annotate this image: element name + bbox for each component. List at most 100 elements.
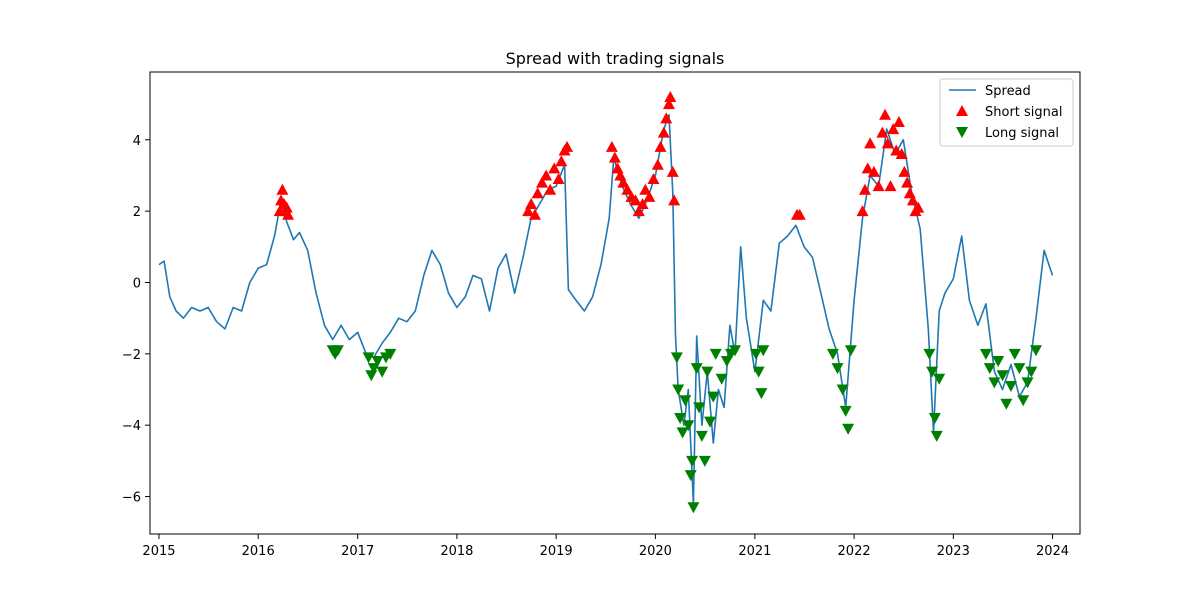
long-signal-marker [690,363,703,375]
axes-frame [149,71,1081,535]
x-tick-label: 2023 [937,544,970,559]
short-signal-marker [657,126,670,138]
short-signal-marker [884,180,897,192]
long-signal-marker [1013,363,1026,375]
long-signal-marker [672,384,685,396]
short-signal-marker [617,176,630,188]
x-tick-label: 2021 [738,544,771,559]
short-signal-marker [643,190,656,202]
long-signal-marker [715,373,728,385]
short-signal-marker [561,140,574,152]
long-signal-marker [923,348,936,360]
long-signal-marker [992,355,1005,367]
long-signal-marker [682,420,695,432]
long-signal-marker [757,345,770,357]
long-signal-marker [836,384,849,396]
short-signal-marker [522,205,535,217]
long-signal-marker [729,345,742,357]
long-signal-marker [1004,380,1017,392]
long-signal-marker [844,345,857,357]
long-signal-marker [674,413,687,425]
long-signal-marker [720,355,733,367]
short-signal-marker [536,176,549,188]
short-signal-marker [282,208,295,220]
long-signal-marker [831,363,844,375]
y-tick-label: −4 [122,419,141,434]
short-signal-marker [879,108,892,120]
short-signal-marker [901,176,914,188]
long-signal-marker [983,363,996,375]
x-tick-label: 2019 [540,544,573,559]
x-tick-label: 2018 [440,544,473,559]
long-signal-marker [709,348,722,360]
y-tick-label: 0 [133,276,141,291]
long-signal-marker [693,402,706,414]
short-signal-marker [887,123,900,135]
short-signal-marker [881,137,894,149]
short-signal-marker [898,165,911,177]
long-signal-marker [698,455,711,467]
long-signal-marker [679,395,692,407]
long-signal-marker [749,348,762,360]
short-signal-marker [912,201,925,213]
long-signal-marker [1000,398,1013,410]
short-signal-marker [608,151,621,163]
legend: Spread Short signal Long signal [939,78,1074,147]
long-signal-marker [1025,366,1038,378]
x-tick-label: 2016 [242,544,275,559]
short-signal-marker [892,115,905,127]
long-signal-marker [839,405,852,417]
short-signal-marker [555,155,568,167]
x-tick-label: 2024 [1036,544,1069,559]
x-tick-label: 2017 [341,544,374,559]
long-signal-marker [371,355,384,367]
short-signal-marker [861,162,874,174]
long-signal-marker [933,373,946,385]
short-signal-marker [895,148,908,160]
long-signal-marker [926,366,939,378]
y-tick-label: −2 [122,348,141,363]
x-tick-label: 2015 [142,544,175,559]
short-signal-marker [793,208,806,220]
long-signal-marker [670,352,683,364]
y-tick-label: 4 [133,134,141,149]
short-signal-marker [632,205,645,217]
short-signal-marker [668,194,681,206]
short-signal-marker [552,173,565,185]
long-signal-marker [384,348,397,360]
axes: 2015 2016 2017 2018 2019 2020 2021 2022 2023 2024… [122,71,1081,559]
legend-label: Long signal [985,126,1059,141]
short-signal-marker [864,137,877,149]
long-signal-marker [367,363,380,375]
long-signal-marker [928,413,941,425]
long-signal-marker [842,423,855,435]
short-signal-marker [872,180,885,192]
legend-label: Short signal [985,105,1062,120]
short-signal-marker [276,183,289,195]
long-signal-marker [1008,348,1021,360]
long-signal-marker [676,427,689,439]
long-signal-marker [752,366,765,378]
long-signal-marker [686,455,699,467]
short-signal-marker [639,183,652,195]
short-signal-marker [531,187,544,199]
short-signal-marker [647,173,660,185]
short-signal-marker [666,165,679,177]
short-signal-marker [876,126,889,138]
long-signal-marker [707,391,720,403]
y-tick-label: −6 [122,491,141,506]
short-signal-marker [856,205,869,217]
short-signal-marker [605,140,618,152]
legend-label: Spread [985,84,1031,99]
short-signal-marker [858,183,871,195]
long-signal-marker [1021,377,1034,389]
short-signal-marker [906,194,919,206]
legend-box [939,78,1074,147]
short-signal-marker [660,112,673,124]
long-signal-marker [695,430,708,442]
long-signal-marker [687,502,700,514]
short-signal-marker [528,208,541,220]
long-signal-marker [826,348,839,360]
